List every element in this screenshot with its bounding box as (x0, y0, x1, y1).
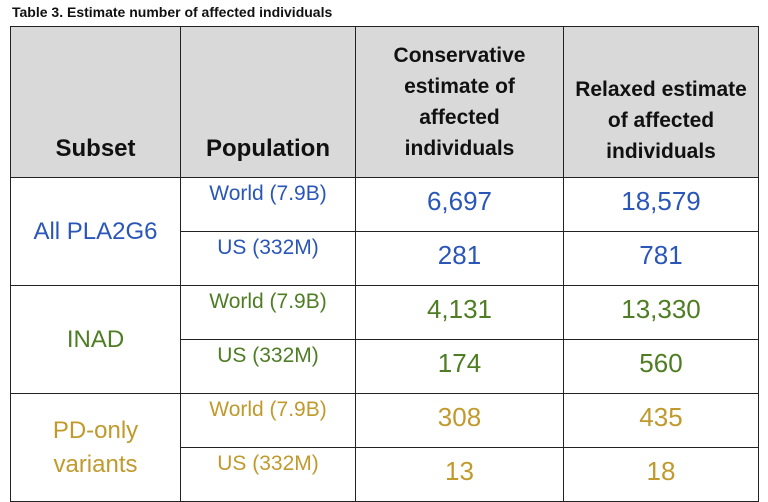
subset-cell-inad: INAD (10, 285, 181, 394)
table-row: All PLA2G6 World (7.9B) 6,697 18,579 (10, 177, 759, 286)
relaxed-value: 781 (563, 231, 759, 286)
population-cell: US (332M) (180, 231, 356, 286)
subset-label: PD-only (52, 416, 139, 444)
header-conservative-line: affected (419, 106, 500, 129)
subset-label: All PLA2G6 (33, 217, 158, 245)
subset-cell-all-pla2g6: All PLA2G6 (10, 177, 181, 286)
header-conservative-line: estimate of (404, 75, 515, 98)
population-cell: World (7.9B) (180, 393, 356, 448)
relaxed-value: 18,579 (563, 177, 759, 232)
population-cell: US (332M) (180, 339, 356, 394)
population-cell: World (7.9B) (180, 285, 356, 340)
table-row: INAD World (7.9B) 4,131 13,330 (10, 285, 759, 394)
header-row: Subset Population Conservative estimate … (10, 26, 759, 178)
header-conservative-line: Conservative (393, 44, 526, 67)
header-relaxed-line: individuals (606, 140, 716, 163)
relaxed-value: 13,330 (563, 285, 759, 340)
relaxed-value: 18 (563, 447, 759, 502)
table-row: PD-only variants World (7.9B) 308 435 (10, 393, 759, 502)
header-conservative-line: individuals (404, 137, 515, 160)
header-conservative: Conservative estimate of affected indivi… (355, 26, 564, 178)
relaxed-value: 435 (563, 393, 759, 448)
estimates-table: Subset Population Conservative estimate … (10, 26, 759, 502)
header-population: Population (180, 26, 356, 178)
subset-cell-pd-only: PD-only variants (10, 393, 181, 502)
population-cell: US (332M) (180, 447, 356, 502)
subset-label: variants (53, 450, 138, 478)
table-row: US (332M) 281 781 (11, 231, 759, 286)
conservative-value: 281 (355, 231, 564, 286)
header-subset: Subset (10, 26, 181, 178)
relaxed-value: 560 (563, 339, 759, 394)
header-relaxed-line: Relaxed estimate (575, 78, 747, 101)
header-relaxed: Relaxed estimate of affected individuals (563, 26, 759, 178)
conservative-value: 308 (355, 393, 564, 448)
conservative-value: 4,131 (355, 285, 564, 340)
conservative-value: 13 (355, 447, 564, 502)
conservative-value: 174 (355, 339, 564, 394)
subset-label: INAD (66, 325, 125, 353)
header-relaxed-line: of affected (607, 109, 715, 132)
table-row: US (332M) 174 560 (11, 339, 759, 394)
table-caption: Table 3. Estimate number of affected ind… (12, 4, 333, 20)
population-cell: World (7.9B) (180, 177, 356, 232)
conservative-value: 6,697 (355, 177, 564, 232)
